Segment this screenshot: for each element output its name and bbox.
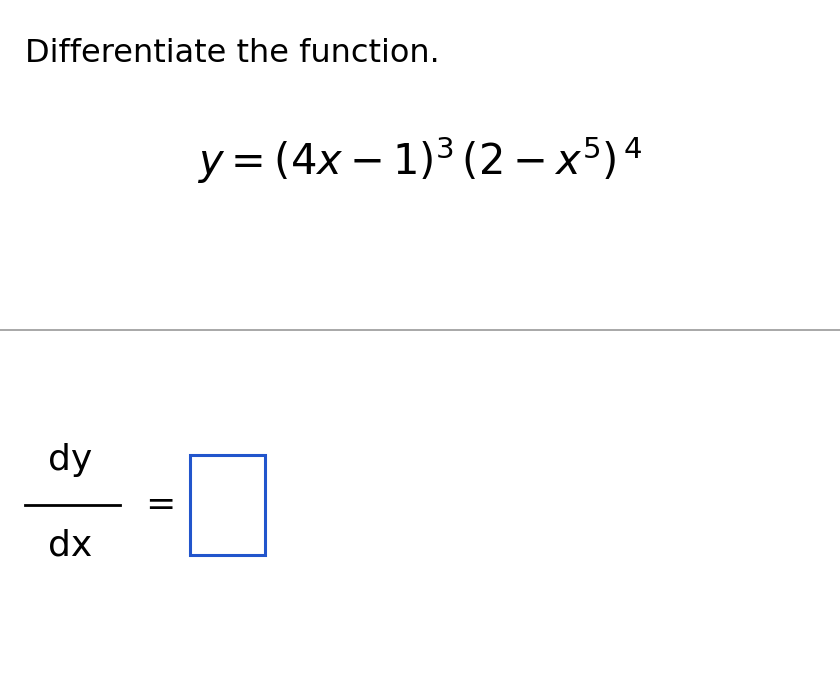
Text: dx: dx	[48, 528, 92, 562]
Bar	[190, 455, 265, 555]
Text: Differentiate the function.: Differentiate the function.	[25, 38, 440, 69]
Text: =: =	[144, 488, 176, 522]
Text: dy: dy	[48, 443, 92, 477]
Text: $y = (4x-1)^3\,(2-x^5)^{\,4}$: $y = (4x-1)^3\,(2-x^5)^{\,4}$	[197, 134, 643, 186]
